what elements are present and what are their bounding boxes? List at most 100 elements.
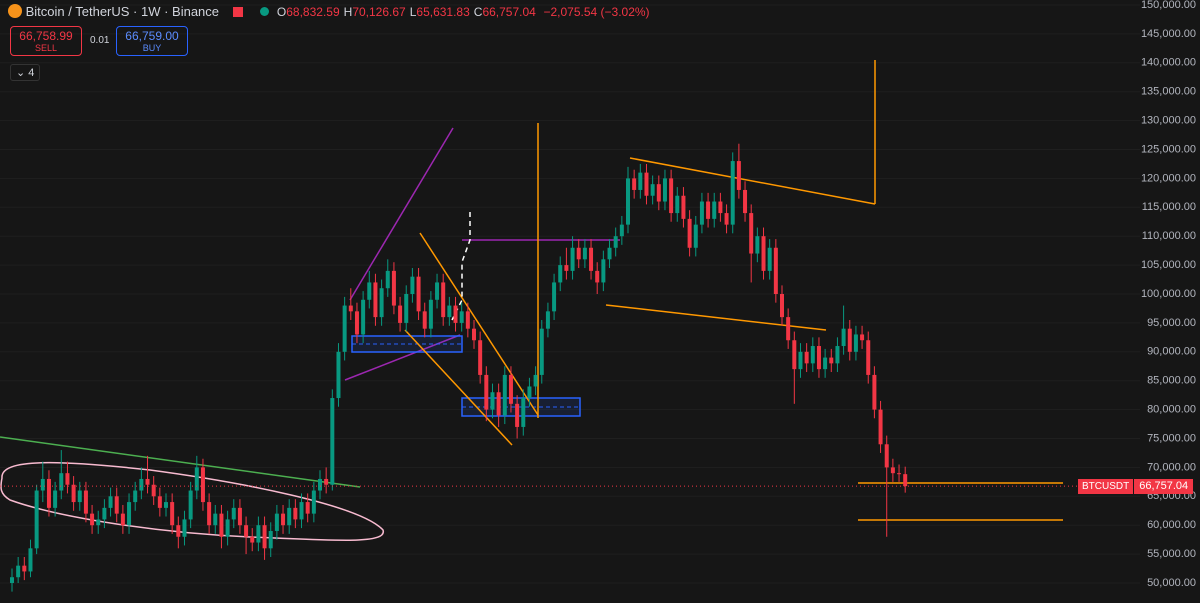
ohlc-value: 66,757.04 — [482, 5, 536, 19]
candle-body — [65, 473, 70, 485]
candle-body — [804, 351, 809, 364]
y-tick-label: 70,000.00 — [1147, 461, 1196, 473]
candle-body — [810, 346, 815, 364]
change: −2,075.54 (−3.02%) — [543, 5, 650, 19]
candle-body — [428, 299, 433, 329]
candle-body — [829, 357, 834, 364]
ohlc-value: 68,832.59 — [286, 5, 340, 19]
y-tick-label: 140,000.00 — [1141, 57, 1196, 69]
candle-body — [724, 213, 729, 225]
candle-body — [619, 224, 624, 237]
candle-body — [391, 270, 396, 306]
candle-body — [176, 525, 181, 537]
candle-body — [687, 218, 692, 248]
candle-body — [410, 276, 415, 295]
candle-body — [447, 305, 452, 318]
flag[interactable] — [232, 7, 243, 17]
candle-body — [164, 502, 168, 508]
buy-button[interactable]: 66,759.00 BUY — [116, 26, 188, 56]
trendline — [404, 329, 513, 446]
candle-body — [237, 507, 242, 526]
candle-body — [496, 392, 501, 416]
candle-body — [897, 473, 902, 475]
candle-body — [816, 346, 821, 370]
drawings — [0, 60, 1063, 542]
candle-body — [736, 161, 741, 190]
trendline — [629, 157, 876, 205]
candle-body — [373, 282, 378, 318]
candle-body — [847, 328, 852, 352]
sell-button[interactable]: 66,758.99 SELL — [10, 26, 82, 56]
spread: 0.01 — [90, 35, 110, 46]
candle-body — [638, 172, 643, 190]
price-tag-symbol: BTCUSDT — [1078, 478, 1134, 494]
ohlc-key: O — [276, 5, 287, 19]
candle-body — [367, 282, 372, 300]
trendline — [344, 334, 461, 381]
candle-body — [324, 478, 329, 485]
ohlc: O68,832.59 H70,126.67 L65,631.83 C66,757.04 — [277, 5, 536, 19]
trendline — [349, 127, 454, 301]
y-tick-label: 55,000.00 — [1147, 548, 1196, 560]
ohlc-value: 70,126.67 — [352, 5, 406, 19]
candle-body — [83, 490, 88, 514]
candle-body — [508, 374, 513, 404]
y-tick-label: 100,000.00 — [1141, 288, 1196, 300]
candle-body — [10, 577, 14, 584]
candle-body — [669, 178, 674, 214]
candle-body — [268, 530, 273, 549]
candle-body — [749, 213, 754, 254]
candle-body — [453, 305, 458, 323]
candle-body — [515, 403, 520, 427]
candle-body — [71, 484, 76, 503]
candle-body — [281, 513, 286, 526]
trendline — [605, 304, 827, 331]
candle-body — [114, 496, 119, 514]
candle-body — [792, 340, 797, 370]
candle-body — [706, 201, 711, 219]
candle-body — [398, 305, 403, 323]
y-tick-label: 145,000.00 — [1141, 28, 1196, 40]
candle-body — [681, 195, 686, 219]
buy-label: BUY — [142, 43, 162, 53]
ellipse — [0, 461, 384, 542]
candle-body — [798, 351, 803, 370]
y-tick-label: 85,000.00 — [1147, 375, 1196, 387]
candle-body — [404, 294, 409, 323]
candle-body — [151, 484, 156, 497]
candle-body — [675, 195, 680, 214]
candle-body — [490, 392, 495, 410]
price-tag-value: 66,757.04 — [1134, 478, 1194, 494]
indicators-toggle[interactable]: ⌄ 4 — [10, 64, 41, 81]
candle-body — [613, 236, 618, 248]
projection — [451, 212, 471, 321]
candle-body — [182, 519, 187, 537]
candle-body — [589, 247, 594, 271]
candle-body — [22, 565, 27, 572]
candle-body — [644, 172, 649, 196]
sell-label: SELL — [34, 43, 58, 53]
candle-body — [465, 311, 470, 329]
candle-body — [441, 282, 446, 318]
candle-body — [379, 288, 384, 318]
candle-body — [527, 386, 532, 399]
candle-body — [231, 507, 236, 520]
candle-body — [127, 502, 132, 526]
candle-body — [459, 311, 464, 323]
y-tick-label: 150,000.00 — [1141, 0, 1196, 11]
candle-body — [755, 236, 760, 254]
candle-body — [145, 478, 150, 485]
candle-body — [866, 340, 871, 375]
ohlc-value: 65,631.83 — [416, 5, 470, 19]
y-tick-label: 130,000.00 — [1141, 115, 1196, 127]
candle-body — [90, 513, 95, 526]
candle-body — [712, 201, 717, 219]
candle-body — [46, 478, 51, 508]
candle-body — [570, 247, 575, 271]
candle-body — [780, 294, 784, 318]
candle-body — [305, 502, 310, 514]
candle-body — [472, 328, 476, 341]
candle-body — [693, 224, 698, 248]
